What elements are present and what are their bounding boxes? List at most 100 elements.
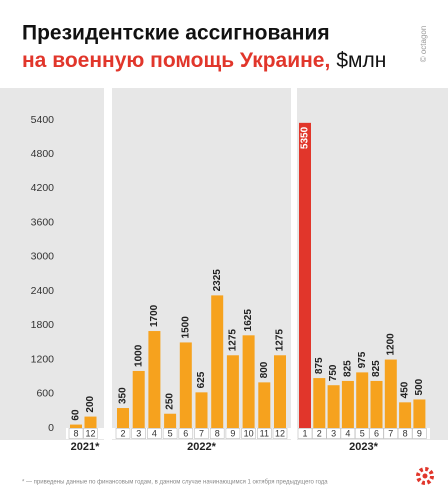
value-label: 1625 [243, 309, 254, 332]
bar [117, 408, 129, 428]
month-cell [340, 428, 356, 439]
logo [416, 467, 434, 485]
month-row [112, 428, 291, 439]
logo-center [422, 473, 428, 479]
separator [104, 88, 112, 440]
bar [327, 385, 340, 428]
bar [313, 378, 326, 428]
y-tick-label: 4200 [31, 182, 55, 194]
bar [258, 382, 271, 428]
x-tick-label: 8 [73, 428, 78, 438]
value-label: 825 [371, 360, 382, 377]
bar [399, 402, 412, 428]
bar [242, 335, 255, 428]
y-tick-label: 5400 [31, 114, 55, 126]
x-tick-label: 2 [317, 428, 322, 438]
x-tick-label: 9 [230, 428, 235, 438]
title-line1: Президентские ассигнования [22, 22, 330, 45]
value-label: 1200 [385, 333, 396, 356]
value-label: 350 [118, 387, 129, 404]
y-tick-label: 1800 [31, 319, 55, 331]
value-label: 1000 [133, 344, 144, 367]
x-tick-label: 9 [417, 428, 422, 438]
group-label: 2023* [349, 441, 378, 453]
month-cell [241, 428, 256, 439]
title-unit: $млн [336, 49, 386, 72]
x-tick-label: 12 [275, 428, 285, 438]
source: © octagon [419, 26, 428, 63]
x-tick-label: 5 [360, 428, 365, 438]
y-tick-label: 0 [48, 422, 54, 434]
x-tick-label: 7 [199, 428, 204, 438]
bar [226, 355, 239, 428]
value-label: 1500 [180, 316, 191, 339]
month-cell [83, 428, 98, 439]
month-cell [131, 428, 146, 439]
value-label: 500 [414, 378, 425, 395]
value-label: 1275 [275, 329, 286, 352]
value-label: 2325 [212, 269, 223, 292]
x-tick-label: 8 [403, 428, 408, 438]
month-row [66, 428, 104, 439]
bar [132, 370, 145, 428]
month-cell [256, 428, 272, 439]
bar [195, 392, 208, 428]
separator [291, 88, 297, 440]
month-cell [178, 428, 194, 439]
month-cell [68, 428, 84, 439]
y-tick-label: 2400 [31, 285, 55, 297]
month-row [297, 428, 430, 439]
bar [341, 380, 354, 428]
y-tick-label: 4800 [31, 148, 55, 160]
value-label: 975 [357, 351, 368, 368]
x-tick-label: 5 [168, 428, 173, 438]
x-tick-label: 4 [345, 428, 350, 438]
value-label: 250 [165, 393, 176, 410]
x-tick-label: 8 [215, 428, 220, 438]
bar [274, 355, 286, 428]
y-tick-label: 3000 [31, 251, 55, 263]
bar [164, 413, 177, 428]
x-tick-label: 1 [302, 428, 307, 438]
y-tick-label: 3600 [31, 216, 55, 228]
bar [413, 399, 426, 428]
month-cell [225, 428, 241, 439]
month-cell [147, 428, 162, 439]
y-tick-label: 600 [36, 388, 54, 400]
month-cell [162, 428, 178, 439]
x-tick-label: 4 [152, 428, 157, 438]
y-tick-label: 1200 [31, 353, 55, 365]
month-cell [311, 428, 327, 439]
value-label: 1275 [228, 329, 239, 352]
x-tick-label: 12 [85, 428, 95, 438]
x-tick-label: 6 [183, 428, 188, 438]
value-label: 450 [400, 381, 411, 398]
value-label: 750 [328, 364, 339, 381]
value-label: 1700 [149, 304, 160, 327]
month-cell [383, 428, 399, 439]
x-tick-label: 7 [388, 428, 393, 438]
x-tick-label: 6 [374, 428, 379, 438]
value-label: 200 [85, 395, 96, 412]
x-tick-label: 10 [244, 428, 254, 438]
month-cell [412, 428, 427, 439]
bar [179, 342, 192, 428]
bar [84, 416, 97, 428]
group-label: 2021* [71, 441, 100, 453]
x-tick-label: 3 [331, 428, 336, 438]
value-label: 825 [343, 360, 354, 377]
value-label: 875 [314, 357, 325, 374]
month-cell [115, 428, 131, 439]
bar [211, 295, 224, 428]
logo-ring [416, 467, 434, 485]
bar [70, 424, 82, 428]
x-tick-label: 3 [136, 428, 141, 438]
bar [370, 380, 383, 428]
x-tick-label: 11 [260, 428, 269, 438]
value-label: 60 [71, 409, 82, 421]
month-cell [194, 428, 209, 439]
bar [384, 359, 397, 428]
value-label: 5350 [300, 126, 311, 149]
group-label: 2022* [187, 441, 216, 453]
